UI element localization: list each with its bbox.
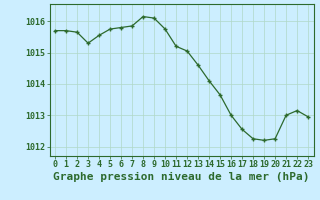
- X-axis label: Graphe pression niveau de la mer (hPa): Graphe pression niveau de la mer (hPa): [53, 172, 310, 182]
